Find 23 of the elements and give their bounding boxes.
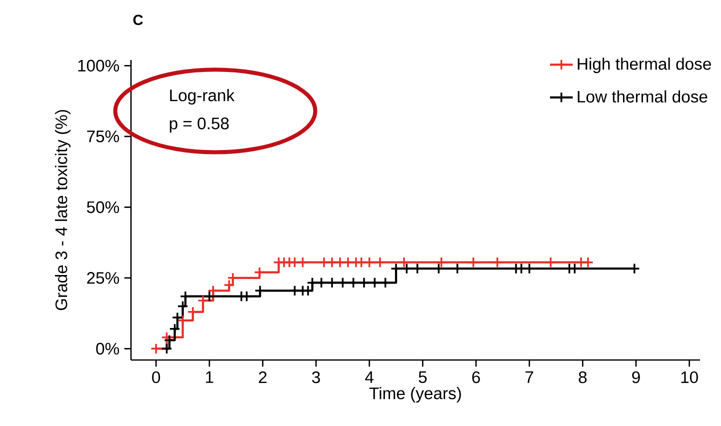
- x-tick-label: 4: [365, 371, 374, 383]
- annotation: p = 0.58: [170, 118, 229, 133]
- chart-title: C: [133, 14, 143, 26]
- x-tick-label: 10: [681, 371, 698, 384]
- x-tick-label: 8: [578, 371, 587, 384]
- y-tick-label: 100%: [78, 60, 120, 72]
- y-tick-label: 75%: [87, 130, 120, 142]
- x-tick-label: 0: [152, 371, 160, 384]
- legend-label: Low thermal dose: [578, 90, 708, 103]
- x-axis-title: Time (years): [369, 386, 461, 403]
- y-tick-label: 25%: [87, 272, 120, 284]
- x-tick-label: 3: [312, 371, 320, 384]
- legend-label: High thermal dose: [578, 58, 711, 74]
- annotation: Log-rank: [170, 89, 235, 105]
- y-tick-label: 50%: [86, 201, 120, 214]
- x-tick-label: 1: [206, 371, 214, 383]
- x-tick-label: 9: [632, 371, 640, 384]
- x-tick-label: 5: [418, 371, 427, 384]
- y-axis-title: Grade 3 - 4 late toxicity (%): [54, 110, 70, 310]
- y-tick-label: 0%: [96, 342, 120, 355]
- x-tick-label: 2: [258, 371, 267, 384]
- x-tick-label: 7: [526, 371, 534, 383]
- x-tick-label: 6: [472, 371, 480, 384]
